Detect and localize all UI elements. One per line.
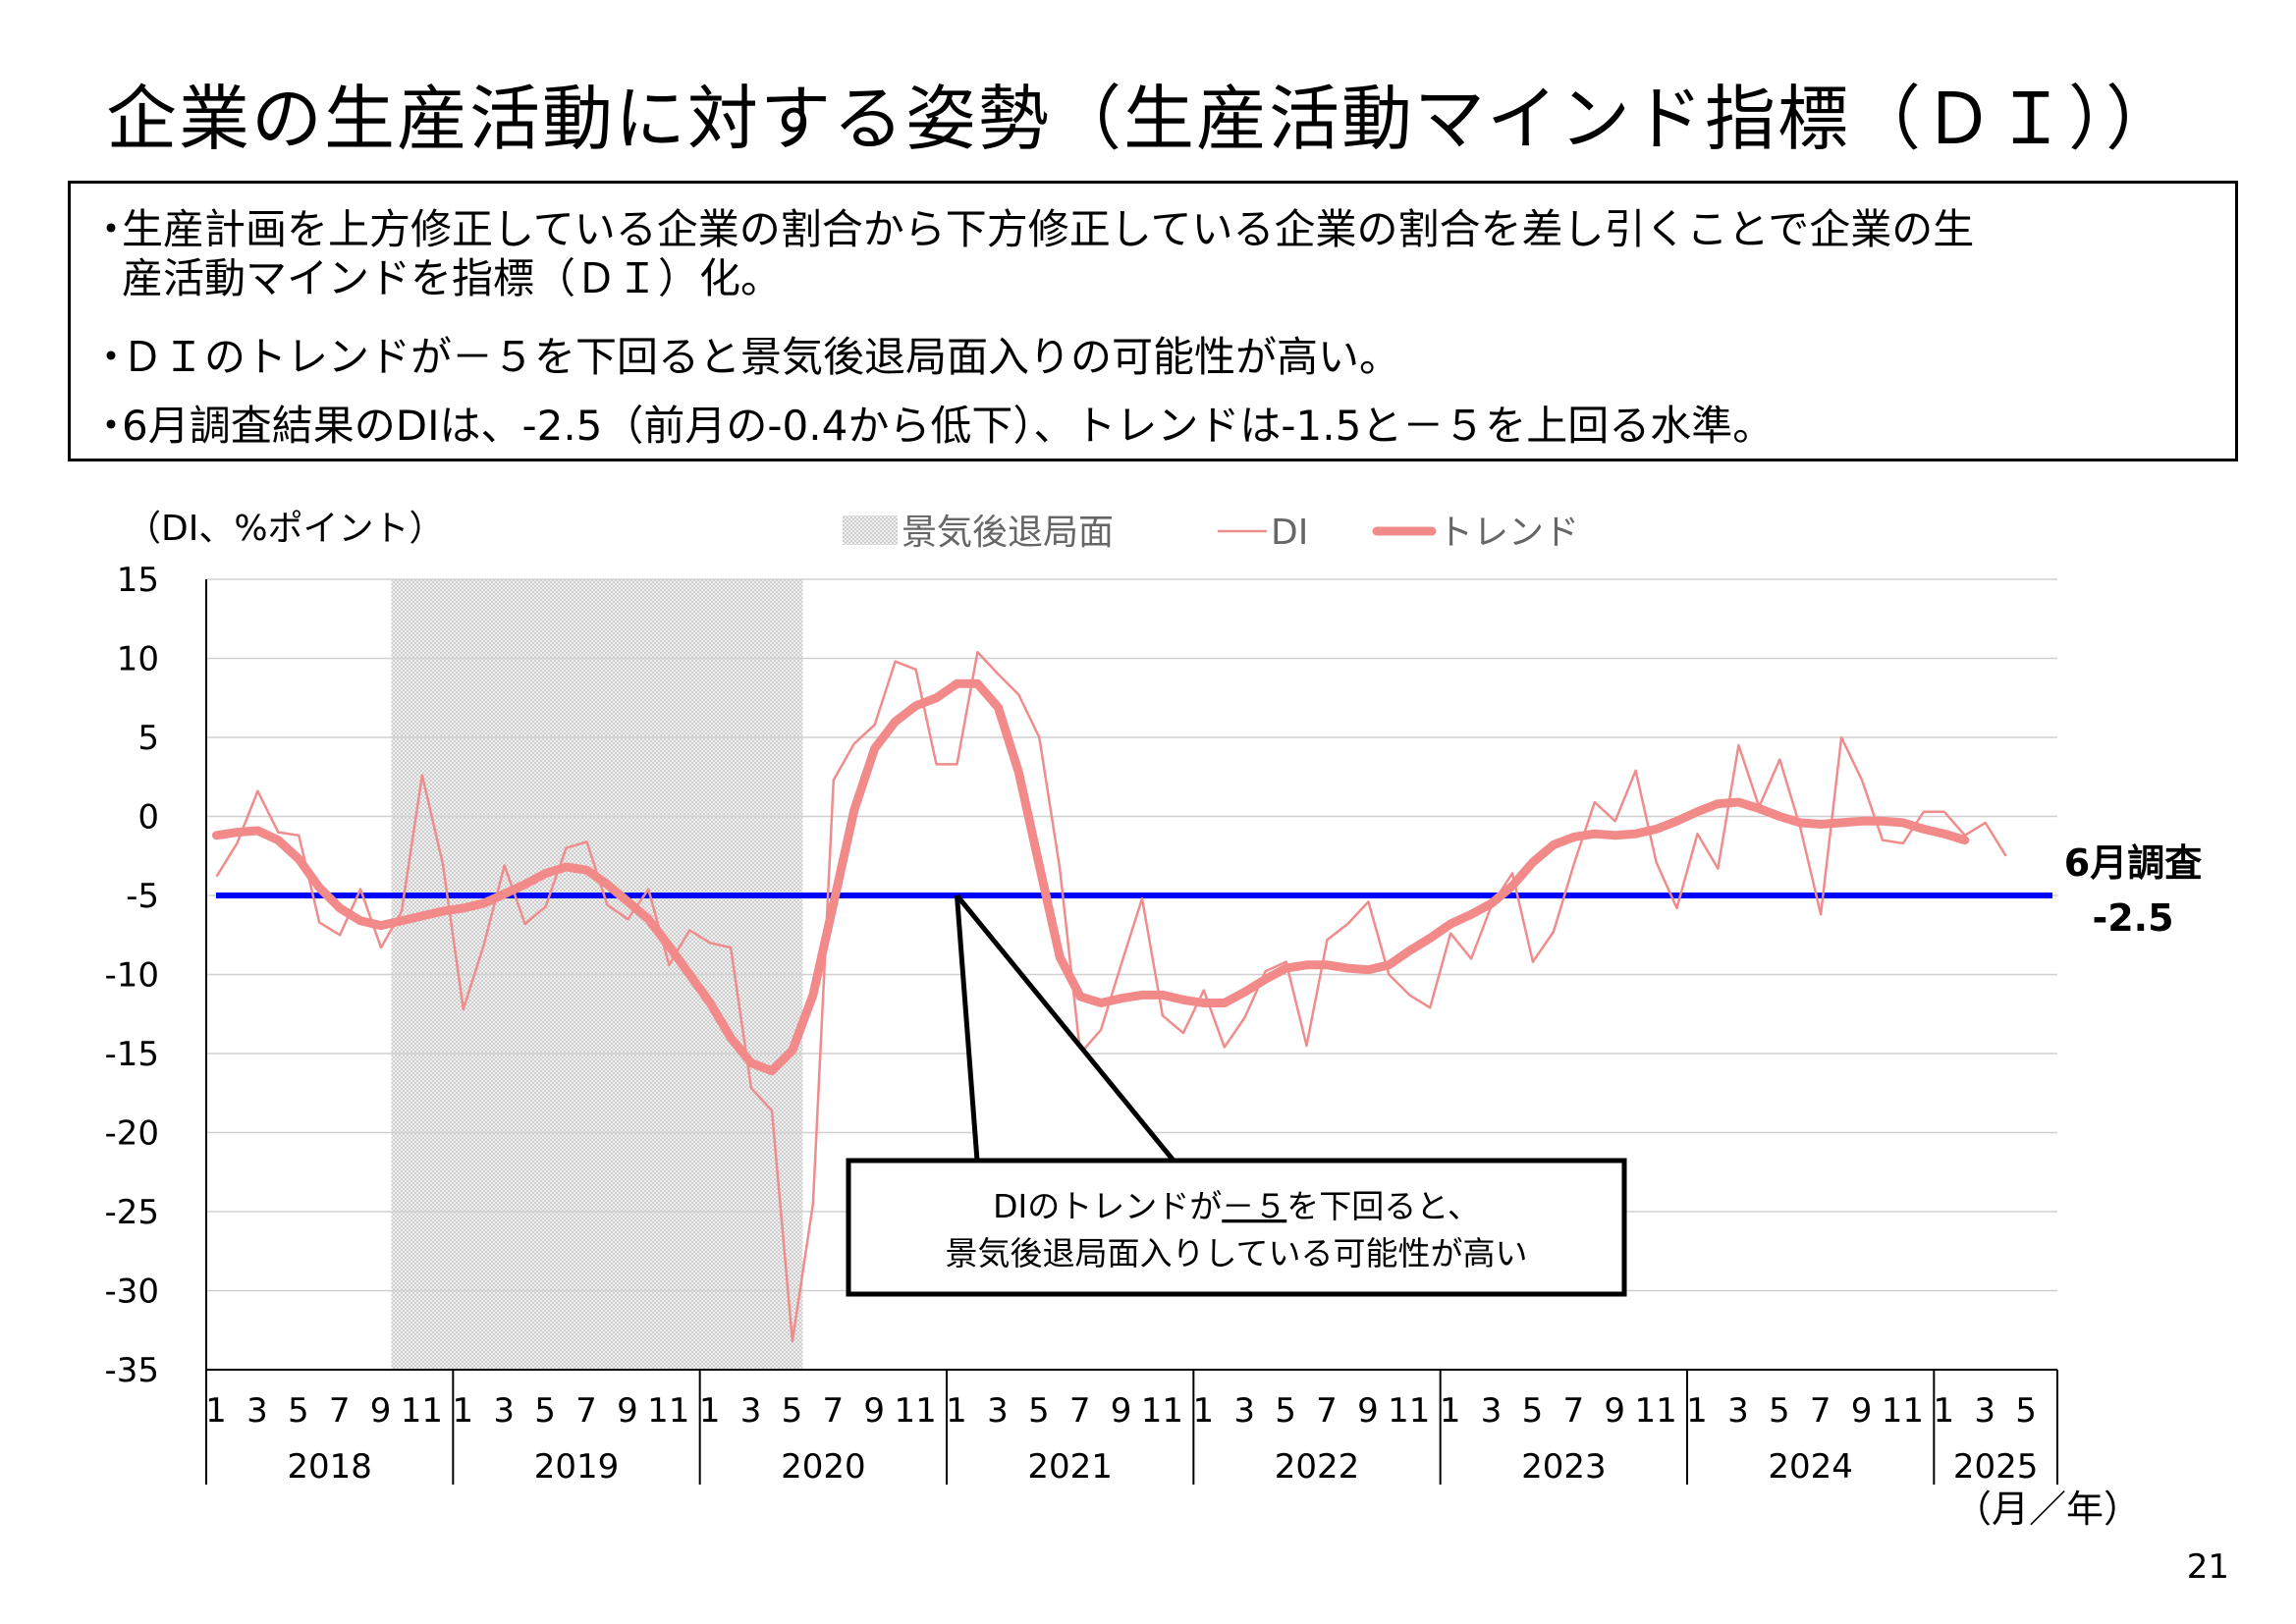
- year-label: 2022: [1275, 1447, 1360, 1487]
- y-tick-label: -15: [104, 1035, 159, 1074]
- y-tick-label: -10: [104, 956, 159, 996]
- month-tick-label: 1: [1440, 1391, 1461, 1431]
- month-tick-label: 5: [534, 1391, 556, 1431]
- month-tick-label: 3: [1974, 1391, 1995, 1431]
- y-tick-label: 15: [117, 561, 159, 600]
- month-tick-label: 7: [1810, 1391, 1831, 1431]
- month-tick-label: 5: [1769, 1391, 1790, 1431]
- summary-box: ・ 生産計画を上方修正している企業の割合から下方修正している企業の割合を差し引く…: [68, 181, 2238, 461]
- y-tick-label: -20: [104, 1114, 159, 1154]
- callout-text-segment: －５: [1222, 1187, 1286, 1225]
- callout-text-segment: DIのトレンドが: [993, 1187, 1222, 1225]
- month-tick-label: 3: [1481, 1391, 1503, 1431]
- y-tick-label: 5: [137, 719, 159, 758]
- year-label: 2021: [1027, 1447, 1113, 1487]
- callout-text-segment: を下回ると、: [1286, 1187, 1480, 1225]
- y-tick-label: -5: [126, 877, 159, 916]
- month-tick-label: 5: [2015, 1391, 2037, 1431]
- callout-pointer-left: [954, 894, 980, 1162]
- bullet-text-line: 6月調査結果のDIは、-2.5（前月の-0.4から低下）、トレンドは-1.5と－…: [122, 402, 1775, 450]
- legend-di-label: DI: [1271, 513, 1308, 553]
- bullet-text-line: ＤＩのトレンドが－５を下回ると景気後退局面入りの可能性が高い。: [122, 333, 1401, 381]
- month-tick-label: 7: [823, 1391, 845, 1431]
- year-label: 2024: [1768, 1447, 1853, 1487]
- y-tick-label: 10: [117, 640, 159, 679]
- month-tick-label: 7: [1316, 1391, 1338, 1431]
- year-label: 2018: [287, 1447, 372, 1487]
- month-tick-label: 1: [205, 1391, 227, 1431]
- month-tick-label: 7: [575, 1391, 597, 1431]
- month-tick-label: 11: [1388, 1391, 1430, 1431]
- month-tick-label: 11: [401, 1391, 443, 1431]
- month-tick-label: 7: [1069, 1391, 1091, 1431]
- month-tick-label: 3: [1233, 1391, 1255, 1431]
- bullet-mark: ・: [90, 205, 133, 253]
- legend-trend-label: トレンド: [1438, 513, 1579, 553]
- month-tick-label: 3: [493, 1391, 515, 1431]
- page-title: 企業の生産活動に対する姿勢（生産活動マインド指標（ＤＩ））: [106, 78, 2179, 160]
- y-tick-label: -35: [104, 1351, 159, 1390]
- page-number: 21: [2186, 1547, 2229, 1587]
- month-tick-label: 5: [1522, 1391, 1544, 1431]
- month-tick-label: 9: [370, 1391, 392, 1431]
- bullet-text-line: 生産計画を上方修正している企業の割合から下方修正している企業の割合を差し引くこと…: [122, 205, 1975, 253]
- month-tick-label: 9: [1851, 1391, 1873, 1431]
- month-tick-label: 9: [1604, 1391, 1625, 1431]
- y-axis-label: （DI、%ポイント）: [126, 509, 445, 549]
- month-tick-label: 11: [894, 1391, 936, 1431]
- month-tick-label: 1: [453, 1391, 474, 1431]
- latest-survey-label: 6月調査: [2064, 841, 2202, 885]
- month-tick-label: 9: [863, 1391, 885, 1431]
- month-tick-label: 3: [246, 1391, 268, 1431]
- month-tick-label: 7: [1563, 1391, 1585, 1431]
- month-tick-label: 3: [740, 1391, 762, 1431]
- month-tick-label: 3: [987, 1391, 1009, 1431]
- month-tick-label: 1: [1686, 1391, 1708, 1431]
- month-tick-label: 5: [1275, 1391, 1296, 1431]
- month-tick-label: 11: [1882, 1391, 1924, 1431]
- legend-recession-label: 景気後退局面: [902, 513, 1114, 553]
- month-tick-label: 9: [1357, 1391, 1379, 1431]
- month-tick-label: 5: [288, 1391, 309, 1431]
- month-tick-label: 11: [647, 1391, 689, 1431]
- trend-series-line: [212, 678, 1970, 1076]
- month-tick-label: 1: [699, 1391, 721, 1431]
- month-tick-label: 1: [1934, 1391, 1955, 1431]
- month-tick-label: 1: [1193, 1391, 1215, 1431]
- legend-recession-swatch: [843, 515, 898, 545]
- bullet-text-line: 産活動マインドを指標（ＤＩ）化。: [122, 254, 783, 302]
- year-label: 2025: [1953, 1447, 2039, 1487]
- month-tick-label: 11: [1141, 1391, 1183, 1431]
- y-tick-label: 0: [137, 798, 159, 838]
- month-tick-label: 9: [617, 1391, 638, 1431]
- latest-value-label: -2.5: [2092, 896, 2173, 940]
- callout-pointer-right: [955, 893, 1175, 1163]
- year-label: 2020: [781, 1447, 866, 1487]
- bullet-mark: ・: [90, 333, 133, 381]
- callout-box: [846, 1158, 1627, 1297]
- callout-text-line-2: 景気後退局面入りしている可能性が高い: [945, 1234, 1527, 1272]
- y-tick-label: -25: [104, 1193, 159, 1232]
- month-tick-label: 3: [1727, 1391, 1749, 1431]
- month-tick-label: 5: [1028, 1391, 1050, 1431]
- bullet-mark: ・: [90, 402, 133, 450]
- month-tick-label: 7: [329, 1391, 351, 1431]
- month-tick-label: 9: [1111, 1391, 1132, 1431]
- month-tick-label: 5: [782, 1391, 803, 1431]
- month-tick-label: 1: [946, 1391, 967, 1431]
- month-tick-label: 11: [1634, 1391, 1676, 1431]
- year-label: 2023: [1521, 1447, 1607, 1487]
- y-tick-label: -30: [104, 1272, 159, 1312]
- year-label: 2019: [534, 1447, 620, 1487]
- callout-text-line-1: DIのトレンドが－５を下回ると、: [993, 1187, 1480, 1225]
- x-axis-label: （月／年）: [1954, 1488, 2141, 1531]
